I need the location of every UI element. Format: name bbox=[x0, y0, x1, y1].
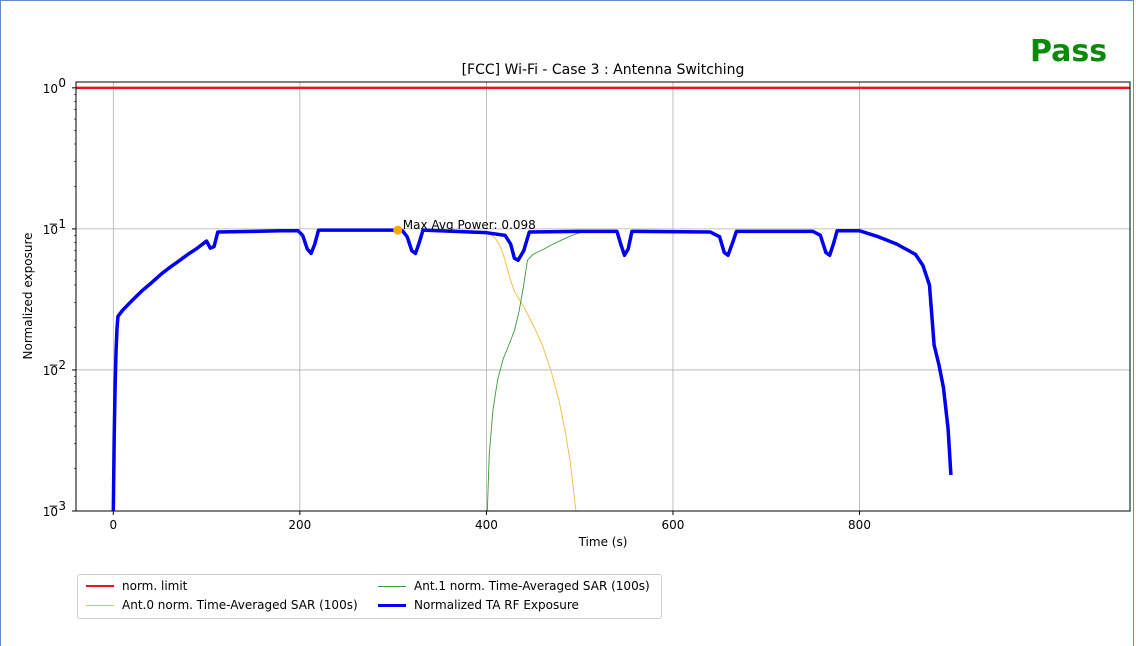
y-tick-label: 10 bbox=[43, 82, 58, 96]
legend: norm. limit Ant.0 norm. Time-Averaged SAR… bbox=[77, 574, 662, 619]
annotation-layer: Max Avg Power: 0.098 bbox=[393, 218, 536, 235]
legend-item-3: Normalized TA RF Exposure bbox=[378, 598, 579, 612]
x-tick-label: 600 bbox=[662, 518, 685, 532]
legend-label: Ant.1 norm. Time-Averaged SAR (100s) bbox=[414, 579, 650, 593]
legend-swatch bbox=[86, 585, 114, 587]
legend-label: Ant.0 norm. Time-Averaged SAR (100s) bbox=[122, 598, 358, 612]
y-axis-label: Normalized exposure bbox=[21, 232, 35, 359]
y-tick-exponent: −2 bbox=[48, 358, 66, 372]
pass-badge: Pass bbox=[1030, 34, 1108, 69]
grid-layer bbox=[76, 82, 1130, 512]
x-tick-label: 800 bbox=[848, 518, 871, 532]
x-tick-label: 0 bbox=[109, 518, 117, 532]
chart-title: [FCC] Wi-Fi - Case 3 : Antenna Switching bbox=[461, 62, 745, 78]
y-tick-exponent: −3 bbox=[48, 499, 66, 513]
y-tick-exponent: −1 bbox=[48, 217, 66, 231]
y-tick-label: 10 bbox=[43, 505, 58, 519]
legend-item-0: norm. limit bbox=[86, 579, 187, 593]
legend-label: Normalized TA RF Exposure bbox=[414, 598, 579, 612]
series-layer bbox=[76, 86, 1130, 512]
y-tick-exponent: 0 bbox=[58, 76, 66, 90]
x-axis-label: Time (s) bbox=[578, 535, 628, 549]
x-tick-label: 400 bbox=[475, 518, 498, 532]
series-line-3 bbox=[111, 228, 953, 512]
legend-item-1: Ant.0 norm. Time-Averaged SAR (100s) bbox=[86, 598, 358, 612]
legend-item-2: Ant.1 norm. Time-Averaged SAR (100s) bbox=[378, 579, 650, 593]
legend-swatch bbox=[378, 603, 406, 607]
max-avg-power-marker bbox=[393, 225, 403, 235]
legend-swatch bbox=[86, 604, 114, 606]
legend-swatch bbox=[378, 585, 406, 587]
plot-frame bbox=[75, 81, 1131, 512]
series-line-1 bbox=[486, 231, 577, 512]
legend-label: norm. limit bbox=[122, 579, 188, 593]
y-tick-label: 10 bbox=[43, 223, 58, 237]
max-avg-power-label: Max Avg Power: 0.098 bbox=[403, 218, 536, 232]
series-line-2 bbox=[486, 230, 590, 512]
x-tick-label: 200 bbox=[288, 518, 311, 532]
y-tick-label: 10 bbox=[43, 364, 58, 378]
